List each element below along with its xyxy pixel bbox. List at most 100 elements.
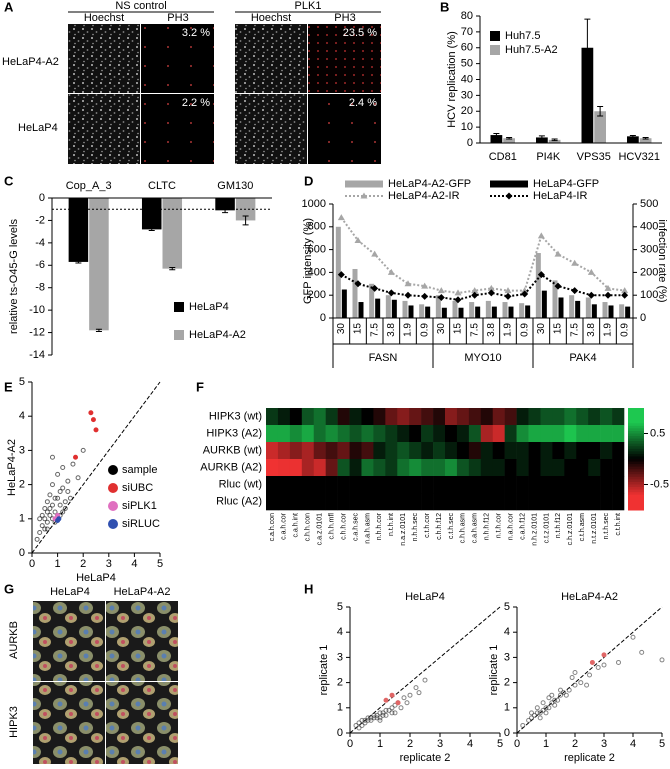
bar [508, 306, 514, 318]
bar [419, 304, 425, 318]
heat-cell [361, 459, 374, 477]
point-marker [387, 289, 395, 297]
point [353, 722, 359, 728]
colorbar-label: -0.5 [650, 478, 669, 490]
x-tick-label: 2 [572, 738, 578, 750]
heat-cell [373, 425, 386, 443]
y-tick-label: 1 [337, 702, 343, 714]
point [49, 502, 55, 508]
colorbar-step [628, 494, 644, 498]
percent-label: 3.2 % [182, 27, 210, 39]
x-tick-label: 3.8 [586, 323, 597, 337]
point [616, 659, 621, 665]
point [60, 509, 66, 515]
column-label: n.a.z.0101 [400, 513, 407, 546]
point [368, 715, 374, 721]
bar [536, 137, 548, 143]
point [56, 516, 62, 522]
point-marker [521, 290, 529, 298]
heat-cell [385, 476, 398, 494]
heat-cell [421, 476, 434, 494]
heat-cell [600, 425, 613, 443]
bar [375, 298, 381, 318]
y-tick-label: 4 [19, 410, 25, 422]
column-label: c.t.h.sec [448, 513, 455, 540]
point [371, 712, 377, 718]
heat-cell [588, 425, 601, 443]
heat-cell [325, 476, 338, 494]
point [57, 488, 63, 494]
y-tick-label: 0 [19, 547, 25, 559]
row-label: HIPK3 [8, 706, 20, 738]
heat-cell [397, 442, 410, 460]
y-tick-label: 1000 [302, 198, 326, 210]
heat-cell [373, 459, 386, 477]
column-label: n.h.z.0101 [531, 513, 538, 546]
bar [89, 198, 109, 331]
point [80, 447, 86, 453]
y-tick-label: 3 [19, 444, 25, 456]
y-tick-label: 800 [308, 221, 326, 233]
heat-cell [266, 459, 279, 477]
heat-cell [373, 493, 386, 511]
heat-cell [612, 493, 625, 511]
bar [358, 302, 364, 318]
y-tick-label: 0 [337, 727, 343, 739]
point [555, 697, 561, 703]
column-label: c.t.z.0101 [543, 513, 550, 543]
point [407, 692, 413, 698]
point [572, 670, 578, 676]
colorbar-step [628, 481, 644, 485]
y-tick-label: 4 [504, 626, 510, 638]
heat-cell [373, 476, 386, 494]
heat-cell [301, 493, 315, 511]
colorbar-step [628, 497, 644, 501]
percent-label: 2.4 % [349, 97, 377, 109]
point [60, 465, 66, 470]
group-label: FASN [369, 352, 398, 364]
heat-cell [337, 493, 350, 511]
x-tick-label: 4 [131, 558, 137, 570]
heat-cell [361, 408, 374, 426]
point [52, 509, 58, 515]
heat-cell [313, 425, 326, 443]
heat-cell [456, 476, 470, 494]
heat-cell [266, 476, 279, 494]
point-marker [554, 282, 562, 290]
point [380, 710, 386, 716]
point [362, 717, 368, 723]
heat-cell [492, 459, 505, 477]
heat-cell [313, 493, 326, 511]
point-marker [571, 259, 579, 266]
colorbar-step [628, 410, 644, 414]
point [401, 695, 407, 701]
heat-cell [456, 459, 470, 477]
point [365, 715, 371, 721]
x-tick-label: 0.9 [519, 323, 530, 337]
colorbar-step [628, 418, 644, 422]
point [601, 652, 607, 658]
colorbar-step [628, 471, 644, 475]
heat-cell [385, 459, 398, 477]
column-label: n.t.h.cor [496, 512, 503, 538]
point [44, 509, 50, 515]
heat-cell [277, 493, 291, 511]
point-marker [504, 287, 512, 294]
y-tick-label: 400 [640, 221, 658, 233]
point [44, 526, 50, 532]
legend-swatch [490, 180, 528, 188]
heat-cell [528, 408, 541, 426]
micrograph [33, 682, 105, 764]
column-label: c.a.h.f12 [519, 513, 526, 540]
bar [435, 295, 441, 318]
y-tick-label: 30 [461, 89, 473, 101]
legend-label: siPLK1 [122, 500, 157, 512]
legend-label: sample [122, 464, 157, 476]
column-label: n.a.h.cor [507, 512, 514, 540]
heat-cell [540, 476, 553, 494]
heat-cell [612, 442, 625, 460]
x-tick-label: 0 [29, 558, 35, 570]
bar [441, 307, 447, 318]
colorbar-step [628, 476, 644, 480]
heat-cell [528, 493, 541, 511]
